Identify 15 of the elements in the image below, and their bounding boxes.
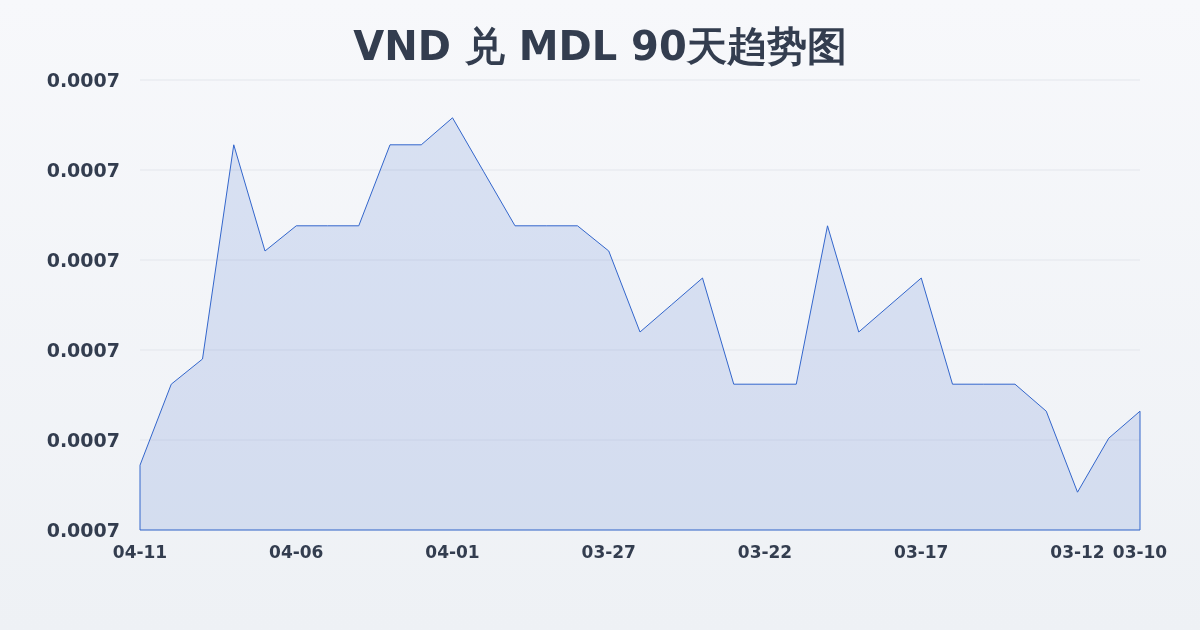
x-tick-label: 03-17 [894, 542, 949, 562]
x-tick-label: 04-11 [112, 542, 168, 562]
x-tick-label: 03-10 [1112, 542, 1168, 562]
x-tick-label: 03-12 [1050, 542, 1105, 562]
x-tick-label: 04-01 [425, 542, 480, 562]
y-tick-label: 0.0007 [46, 519, 120, 541]
y-tick-label: 0.0007 [46, 429, 120, 451]
y-tick-label: 0.0007 [46, 159, 120, 181]
x-tick-label: 03-22 [737, 542, 793, 562]
x-tick-label: 03-27 [581, 542, 636, 562]
y-tick-label: 0.0007 [46, 249, 120, 271]
y-tick-label: 0.0007 [46, 69, 120, 91]
x-tick-label: 04-06 [269, 542, 324, 562]
chart-title: VND 兑 MDL 90天趋势图 [353, 23, 847, 69]
y-tick-label: 0.0007 [46, 339, 120, 361]
